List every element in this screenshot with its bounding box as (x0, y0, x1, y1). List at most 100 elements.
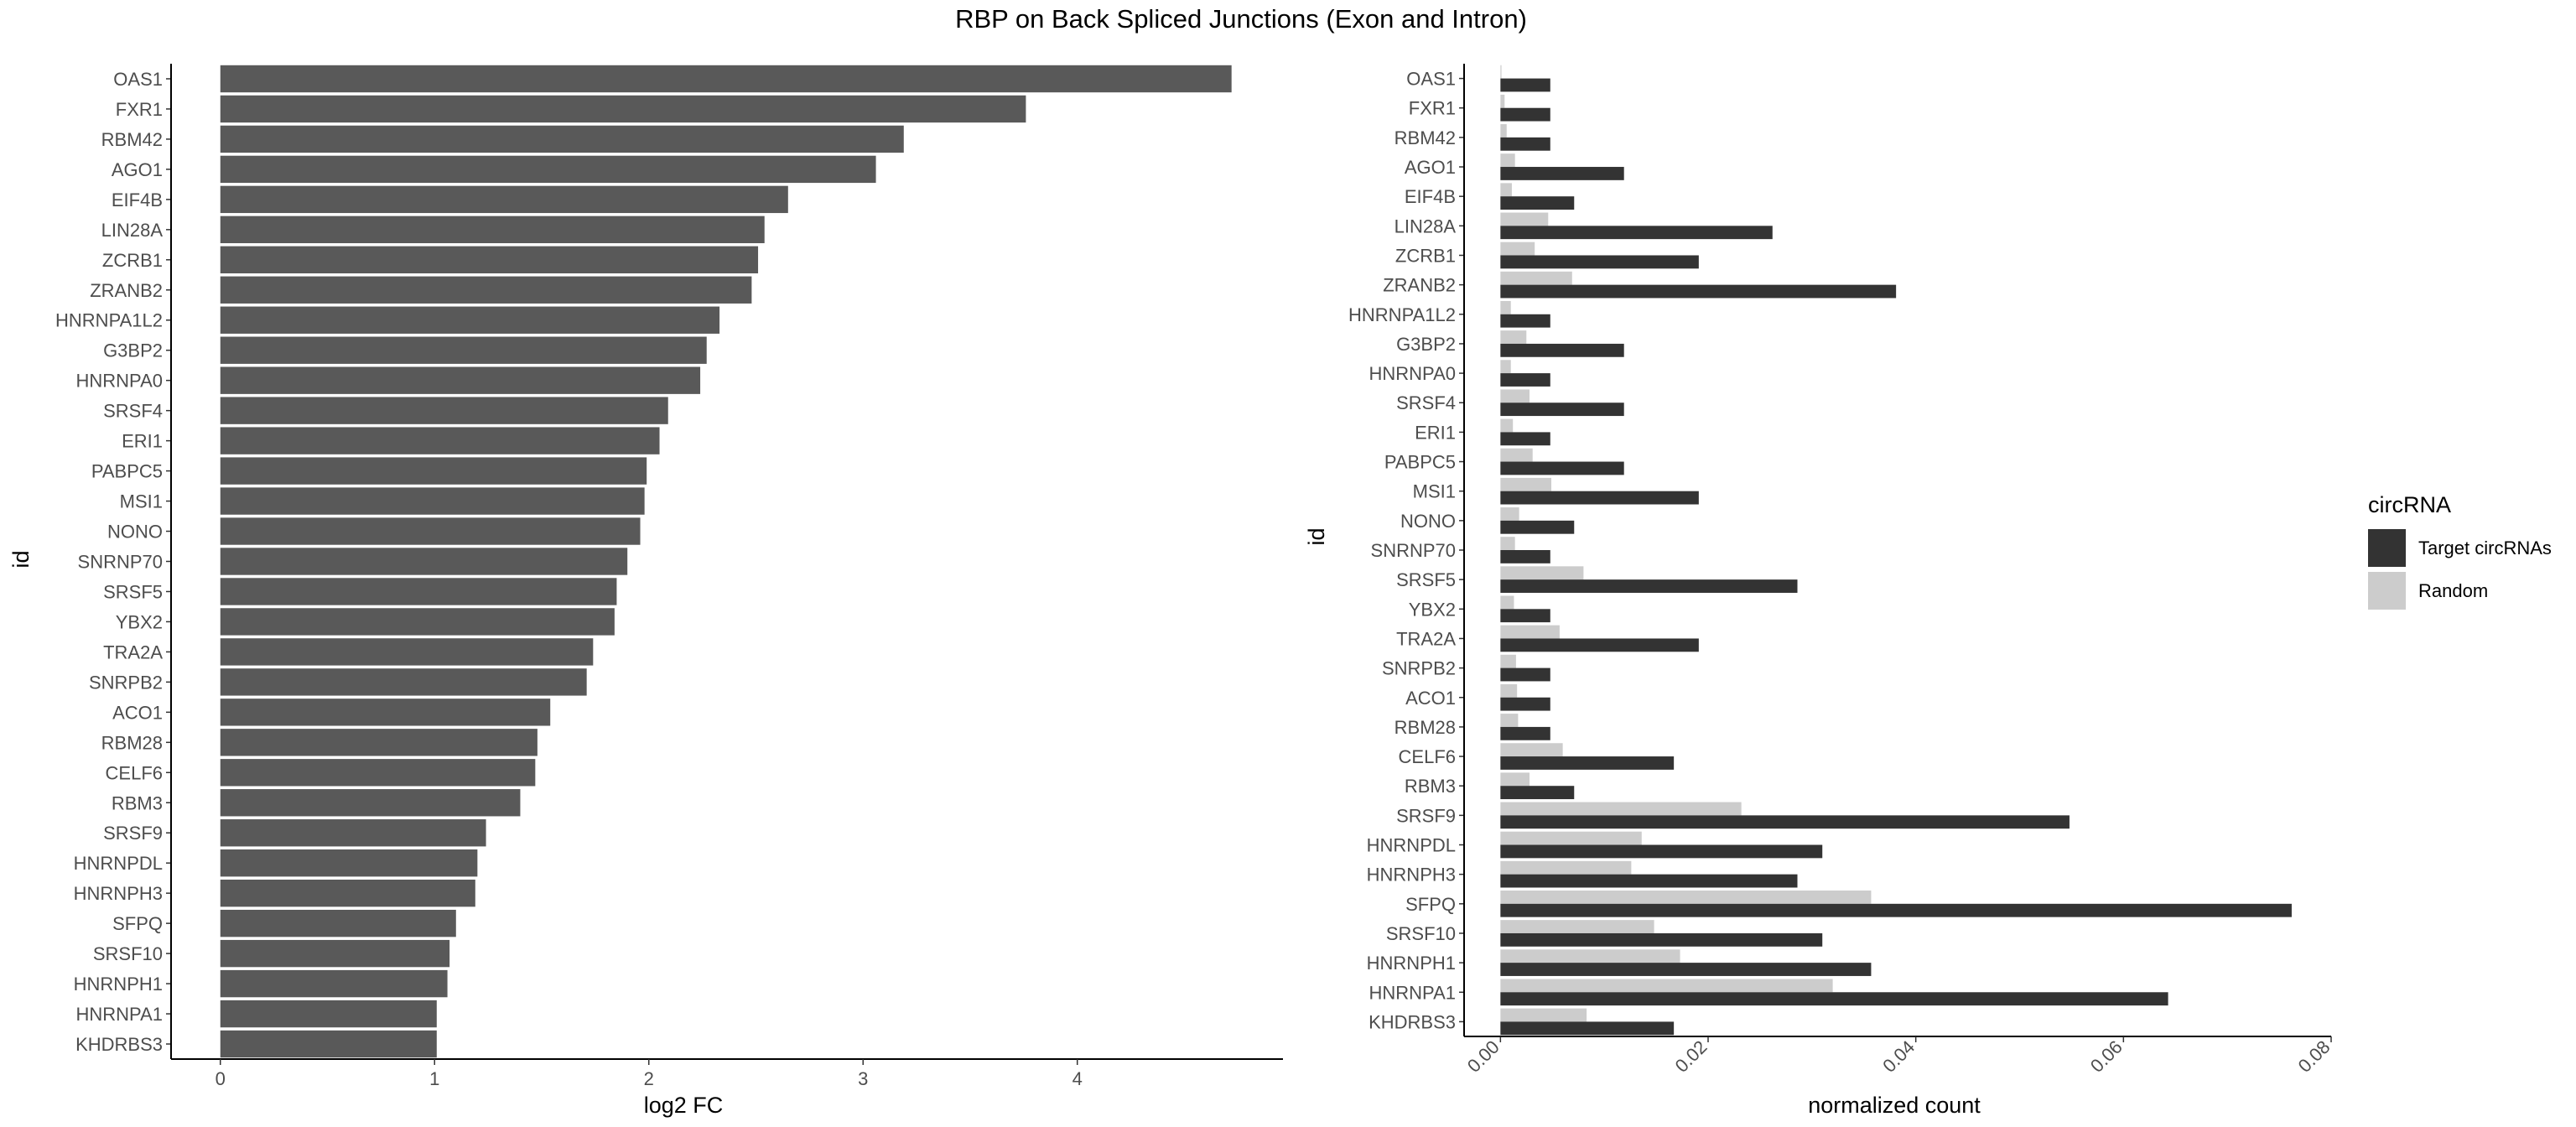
y-tick-label-snrnp70: SNRNP70 (1371, 540, 1456, 561)
bar-target-pabpc5 (1500, 461, 1624, 475)
bar-random-hnrnpdl (1500, 831, 1642, 845)
y-tick-label-srsf9: SRSF9 (1396, 805, 1456, 826)
bar-random-hnrnph1 (1500, 949, 1680, 963)
bar-random-hnrnpa1l2 (1500, 300, 1511, 314)
y-tick-label-oas1: OAS1 (113, 69, 163, 90)
bar-srsf9 (220, 819, 486, 847)
y-tick-label-lin28a: LIN28A (101, 220, 164, 241)
bar-snrnp70 (220, 548, 628, 575)
bar-target-aco1 (1500, 697, 1550, 711)
legend-title: circRNA (2368, 492, 2451, 517)
bar-random-ago1 (1500, 153, 1515, 168)
left-chart-log2fc: log2 FC id OAS1 FXR1 RBM42 AGO1 EIF4B LIN28A Z… (8, 64, 1283, 1118)
bar-target-khdrbs3 (1500, 1021, 1675, 1036)
bar-target-ago1 (1500, 167, 1624, 180)
bar-nono (220, 517, 641, 545)
bar-ybx2 (220, 608, 615, 636)
y-tick-label-zcrb1: ZCRB1 (1395, 245, 1456, 266)
legend-swatch-random (2368, 572, 2406, 610)
y-tick-label-zcrb1: ZCRB1 (102, 250, 163, 271)
bar-target-srsf9 (1500, 815, 2070, 829)
bar-target-srsf4 (1500, 402, 1624, 417)
left-x-axis-title: log2 FC (644, 1093, 724, 1118)
bar-target-hnrnpa0 (1500, 373, 1550, 387)
bar-hnrnpa0 (220, 366, 701, 394)
right-x-axis-title: normalized count (1808, 1093, 1981, 1118)
bar-srsf5 (220, 578, 617, 605)
legend: circRNA Target circRNAs Random (2368, 492, 2552, 610)
bar-random-eri1 (1500, 418, 1514, 433)
bar-random-aco1 (1500, 683, 1518, 698)
x-tick-label: 0.00 (1463, 1036, 1504, 1077)
y-tick-label-g3bp2: G3BP2 (103, 340, 163, 361)
bar-random-hnrnpa1 (1500, 979, 1833, 993)
bar-target-eri1 (1500, 432, 1550, 446)
bar-hnrnpdl (220, 849, 478, 877)
y-tick-label-zranb2: ZRANB2 (90, 280, 163, 301)
y-tick-label-ybx2: YBX2 (116, 611, 163, 632)
bar-random-nono (1500, 507, 1519, 521)
bar-sfpq (220, 909, 456, 937)
bar-random-srsf9 (1500, 802, 1742, 816)
bar-srsf4 (220, 397, 668, 424)
bar-target-g3bp2 (1500, 343, 1624, 357)
bar-ago1 (220, 155, 876, 184)
bar-msi1 (220, 487, 645, 515)
bar-target-rbm42 (1500, 137, 1550, 151)
bar-random-srsf10 (1500, 920, 1654, 933)
y-tick-label-snrpb2: SNRPB2 (1382, 658, 1456, 679)
y-tick-label-rbm28: RBM28 (1394, 717, 1456, 738)
y-tick-label-oas1: OAS1 (1406, 69, 1456, 90)
bar-fxr1 (220, 95, 1026, 123)
y-tick-label-pabpc5: PABPC5 (1384, 452, 1456, 473)
bar-random-sfpq (1500, 891, 1872, 904)
bar-target-snrnp70 (1500, 550, 1550, 564)
y-tick-label-snrnp70: SNRNP70 (78, 552, 163, 573)
y-tick-label-rbm42: RBM42 (1394, 127, 1456, 148)
bar-aco1 (220, 699, 551, 726)
y-tick-label-rbm28: RBM28 (101, 732, 163, 753)
y-tick-label-g3bp2: G3BP2 (1396, 334, 1456, 355)
bar-pabpc5 (220, 457, 647, 485)
y-tick-label-hnrnph3: HNRNPH3 (74, 883, 163, 904)
y-tick-label-tra2a: TRA2A (103, 641, 163, 662)
bar-random-zcrb1 (1500, 242, 1535, 256)
y-tick-label-tra2a: TRA2A (1396, 628, 1456, 649)
bar-random-msi1 (1500, 477, 1552, 491)
bar-target-fxr1 (1500, 107, 1550, 122)
x-tick-label: 4 (1072, 1068, 1083, 1089)
bar-random-oas1 (1500, 65, 1502, 79)
x-tick-label: 3 (858, 1068, 868, 1089)
bar-random-ybx2 (1500, 595, 1514, 610)
bar-eri1 (220, 427, 660, 454)
bar-random-srsf4 (1500, 389, 1530, 403)
bar-target-zranb2 (1500, 284, 1897, 299)
right-y-axis-title: id (1304, 527, 1329, 545)
bar-hnrnph1 (220, 969, 448, 998)
bar-hnrnph3 (220, 879, 475, 907)
y-tick-label-pabpc5: PABPC5 (91, 461, 163, 482)
bar-target-hnrnpa1 (1500, 992, 2168, 1006)
bar-zranb2 (220, 276, 752, 304)
bar-zcrb1 (220, 246, 759, 273)
y-tick-label-hnrnpa1: HNRNPA1 (75, 1004, 163, 1025)
y-tick-label-nono: NONO (107, 522, 163, 543)
bar-target-snrpb2 (1500, 667, 1550, 682)
bar-g3bp2 (220, 336, 707, 364)
y-tick-label-eri1: ERI1 (1415, 422, 1456, 443)
bar-random-khdrbs3 (1500, 1008, 1587, 1022)
bar-rbm42 (220, 125, 904, 153)
y-tick-label-snrpb2: SNRPB2 (89, 672, 163, 693)
bar-random-snrpb2 (1500, 654, 1516, 668)
y-tick-label-rbm3: RBM3 (1405, 776, 1456, 797)
bar-target-eif4b (1500, 196, 1575, 210)
y-tick-label-hnrnpa1l2: HNRNPA1L2 (55, 310, 163, 331)
bar-target-celf6 (1500, 756, 1675, 770)
y-tick-label-fxr1: FXR1 (116, 99, 163, 120)
y-tick-label-fxr1: FXR1 (1409, 98, 1456, 119)
y-tick-label-hnrnph1: HNRNPH1 (74, 974, 163, 995)
x-tick-label: 0.06 (2086, 1036, 2127, 1077)
bar-lin28a (220, 216, 765, 244)
y-tick-label-sfpq: SFPQ (1405, 894, 1456, 915)
y-tick-label-hnrnph3: HNRNPH3 (1367, 865, 1456, 886)
